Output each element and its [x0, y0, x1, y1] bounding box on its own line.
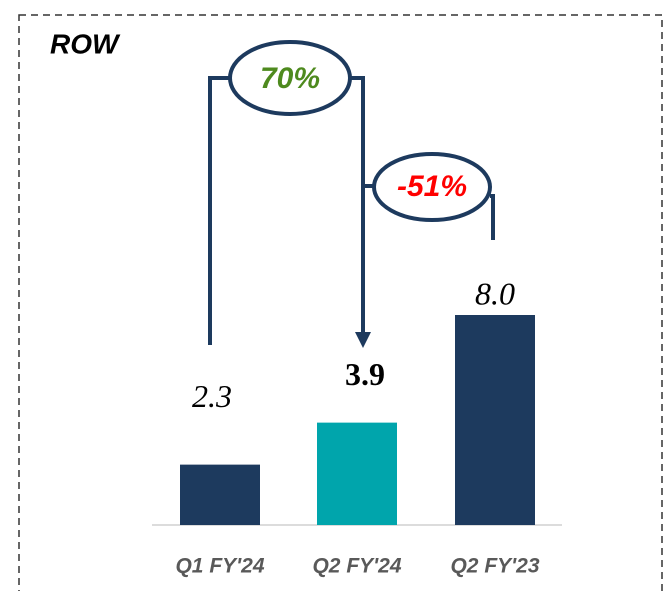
bar — [180, 464, 260, 525]
value-label: 3.9 — [345, 356, 385, 392]
value-label: 8.0 — [475, 275, 515, 311]
x-tick-label: Q1 FY'24 — [175, 555, 264, 578]
chart-title: ROW — [50, 28, 121, 59]
annotation: 70% — [260, 62, 320, 95]
connectors — [208, 40, 495, 348]
frame — [18, 14, 663, 591]
value-label: 2.3 — [192, 378, 232, 414]
bar — [455, 315, 535, 525]
x-tick-label: Q2 FY'24 — [312, 555, 401, 578]
annotation: -51% — [397, 170, 467, 203]
x-tick-label: Q2 FY'23 — [450, 555, 539, 578]
bar — [317, 422, 397, 525]
